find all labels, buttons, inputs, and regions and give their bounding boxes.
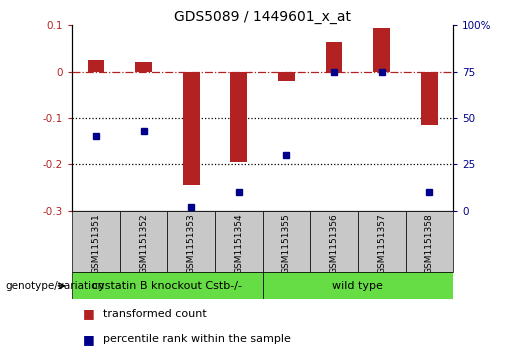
Bar	[72, 211, 119, 272]
Bar	[263, 211, 310, 272]
Text: GSM1151352: GSM1151352	[139, 213, 148, 274]
Title: GDS5089 / 1449601_x_at: GDS5089 / 1449601_x_at	[174, 11, 351, 24]
Bar	[167, 211, 215, 272]
Text: percentile rank within the sample: percentile rank within the sample	[103, 334, 291, 344]
Bar	[405, 211, 453, 272]
Text: wild type: wild type	[333, 281, 383, 291]
Text: GSM1151354: GSM1151354	[234, 213, 243, 274]
Bar	[119, 211, 167, 272]
Bar	[231, 72, 247, 162]
Bar	[310, 211, 358, 272]
Text: GSM1151356: GSM1151356	[330, 213, 338, 274]
Bar	[72, 272, 263, 299]
Text: genotype/variation: genotype/variation	[5, 281, 104, 291]
Bar	[135, 62, 152, 72]
Bar	[88, 60, 104, 72]
Text: cystatin B knockout Cstb-/-: cystatin B knockout Cstb-/-	[92, 281, 243, 291]
Text: GSM1151358: GSM1151358	[425, 213, 434, 274]
Bar	[326, 42, 342, 72]
Text: transformed count: transformed count	[103, 309, 207, 319]
Text: GSM1151353: GSM1151353	[187, 213, 196, 274]
Bar	[373, 28, 390, 72]
Bar	[358, 211, 405, 272]
Bar	[183, 72, 199, 185]
Text: GSM1151355: GSM1151355	[282, 213, 291, 274]
Text: GSM1151357: GSM1151357	[377, 213, 386, 274]
Bar	[421, 72, 438, 125]
Text: ■: ■	[82, 307, 94, 321]
Text: GSM1151351: GSM1151351	[92, 213, 100, 274]
Bar	[215, 211, 263, 272]
Bar	[263, 272, 453, 299]
Bar	[278, 72, 295, 81]
Text: ■: ■	[82, 333, 94, 346]
